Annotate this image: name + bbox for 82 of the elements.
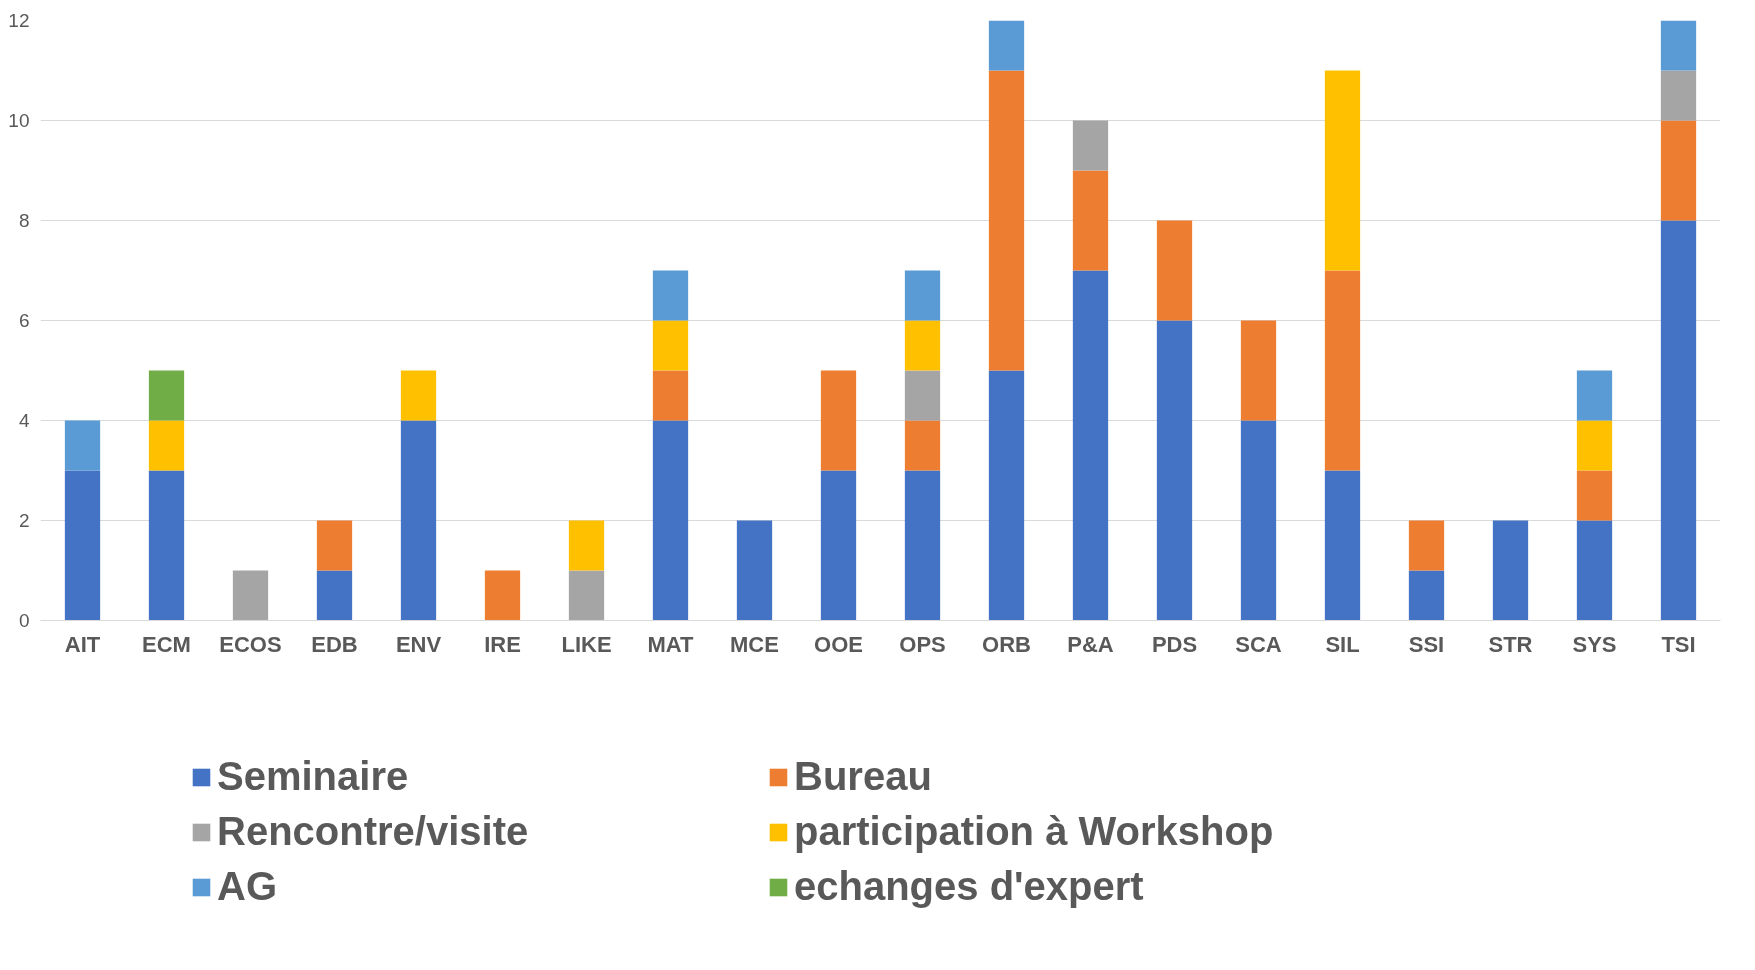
x-tick-label: MAT — [647, 631, 695, 657]
legend-label: echanges d'expert — [794, 864, 1145, 909]
bar — [904, 470, 941, 621]
y-tick-label: 10 — [8, 110, 30, 131]
bar — [1576, 420, 1613, 471]
bar — [988, 370, 1025, 621]
bar — [400, 420, 437, 621]
bar — [1156, 320, 1193, 621]
bar — [1408, 520, 1445, 571]
bar — [1660, 20, 1697, 71]
y-tick-label: 0 — [18, 610, 30, 631]
bar — [1072, 170, 1109, 271]
x-tick-label: SIL — [1325, 631, 1360, 657]
bar — [820, 470, 857, 621]
bar — [904, 320, 941, 371]
x-tick-label: MCE — [730, 631, 779, 657]
bar — [148, 370, 185, 421]
y-tick-label: 12 — [8, 10, 30, 31]
legend-label: Seminaire — [217, 754, 410, 799]
bar — [736, 520, 773, 621]
bar — [1240, 320, 1277, 421]
bar — [1660, 120, 1697, 221]
bar — [148, 470, 185, 621]
y-tick-label: 2 — [18, 510, 30, 531]
bar — [1240, 420, 1277, 621]
x-tick-label: PDS — [1151, 631, 1198, 657]
bar — [1576, 520, 1613, 621]
x-tick-label: OPS — [899, 631, 946, 657]
bar — [652, 370, 689, 421]
bar — [988, 20, 1025, 71]
bar — [1660, 70, 1697, 121]
bar — [1576, 370, 1613, 421]
bar — [1324, 270, 1361, 471]
legend-label: AG — [217, 864, 278, 909]
bar — [232, 570, 269, 621]
bar — [652, 270, 689, 321]
x-tick-label: P&A — [1067, 631, 1114, 657]
bar — [1072, 270, 1109, 621]
y-tick-label: 4 — [18, 410, 30, 431]
bar — [1576, 470, 1613, 521]
legend-label: Bureau — [794, 754, 933, 799]
y-tick-label: 6 — [18, 310, 30, 331]
bar — [1660, 220, 1697, 621]
bar — [316, 570, 353, 621]
bar — [1072, 120, 1109, 171]
bar — [568, 520, 605, 571]
x-tick-label: EDB — [311, 631, 358, 657]
bar — [1408, 570, 1445, 621]
bar — [484, 570, 521, 621]
x-tick-label: OOE — [814, 631, 863, 657]
x-tick-label: AIT — [64, 631, 101, 657]
x-tick-label: SCA — [1235, 631, 1282, 657]
legend-label: Rencontre/visite — [217, 809, 530, 854]
bar — [316, 520, 353, 571]
bar — [568, 570, 605, 621]
bar — [1324, 70, 1361, 271]
x-tick-label: ORB — [982, 631, 1031, 657]
bar — [1156, 220, 1193, 321]
legend-label: participation à Workshop — [794, 809, 1275, 854]
x-tick-label: STR — [1488, 631, 1533, 657]
y-tick-label: 8 — [18, 210, 30, 231]
x-tick-label: ECM — [142, 631, 191, 657]
x-tick-label: LIKE — [561, 631, 612, 657]
bar — [904, 270, 941, 321]
bar — [652, 420, 689, 621]
x-tick-label: SYS — [1572, 631, 1617, 657]
bar — [400, 370, 437, 421]
bar — [652, 320, 689, 371]
bar — [904, 420, 941, 471]
bar — [148, 420, 185, 471]
bar — [988, 70, 1025, 371]
bar — [904, 370, 941, 421]
bar — [1324, 470, 1361, 621]
bar — [820, 370, 857, 471]
x-tick-label: IRE — [484, 631, 521, 657]
bar — [64, 420, 101, 471]
x-tick-label: TSI — [1661, 631, 1696, 657]
bar — [64, 470, 101, 621]
bar — [1492, 520, 1529, 621]
x-tick-label: ENV — [395, 631, 442, 657]
x-tick-label: SSI — [1408, 631, 1445, 657]
x-tick-label: ECOS — [219, 631, 282, 657]
